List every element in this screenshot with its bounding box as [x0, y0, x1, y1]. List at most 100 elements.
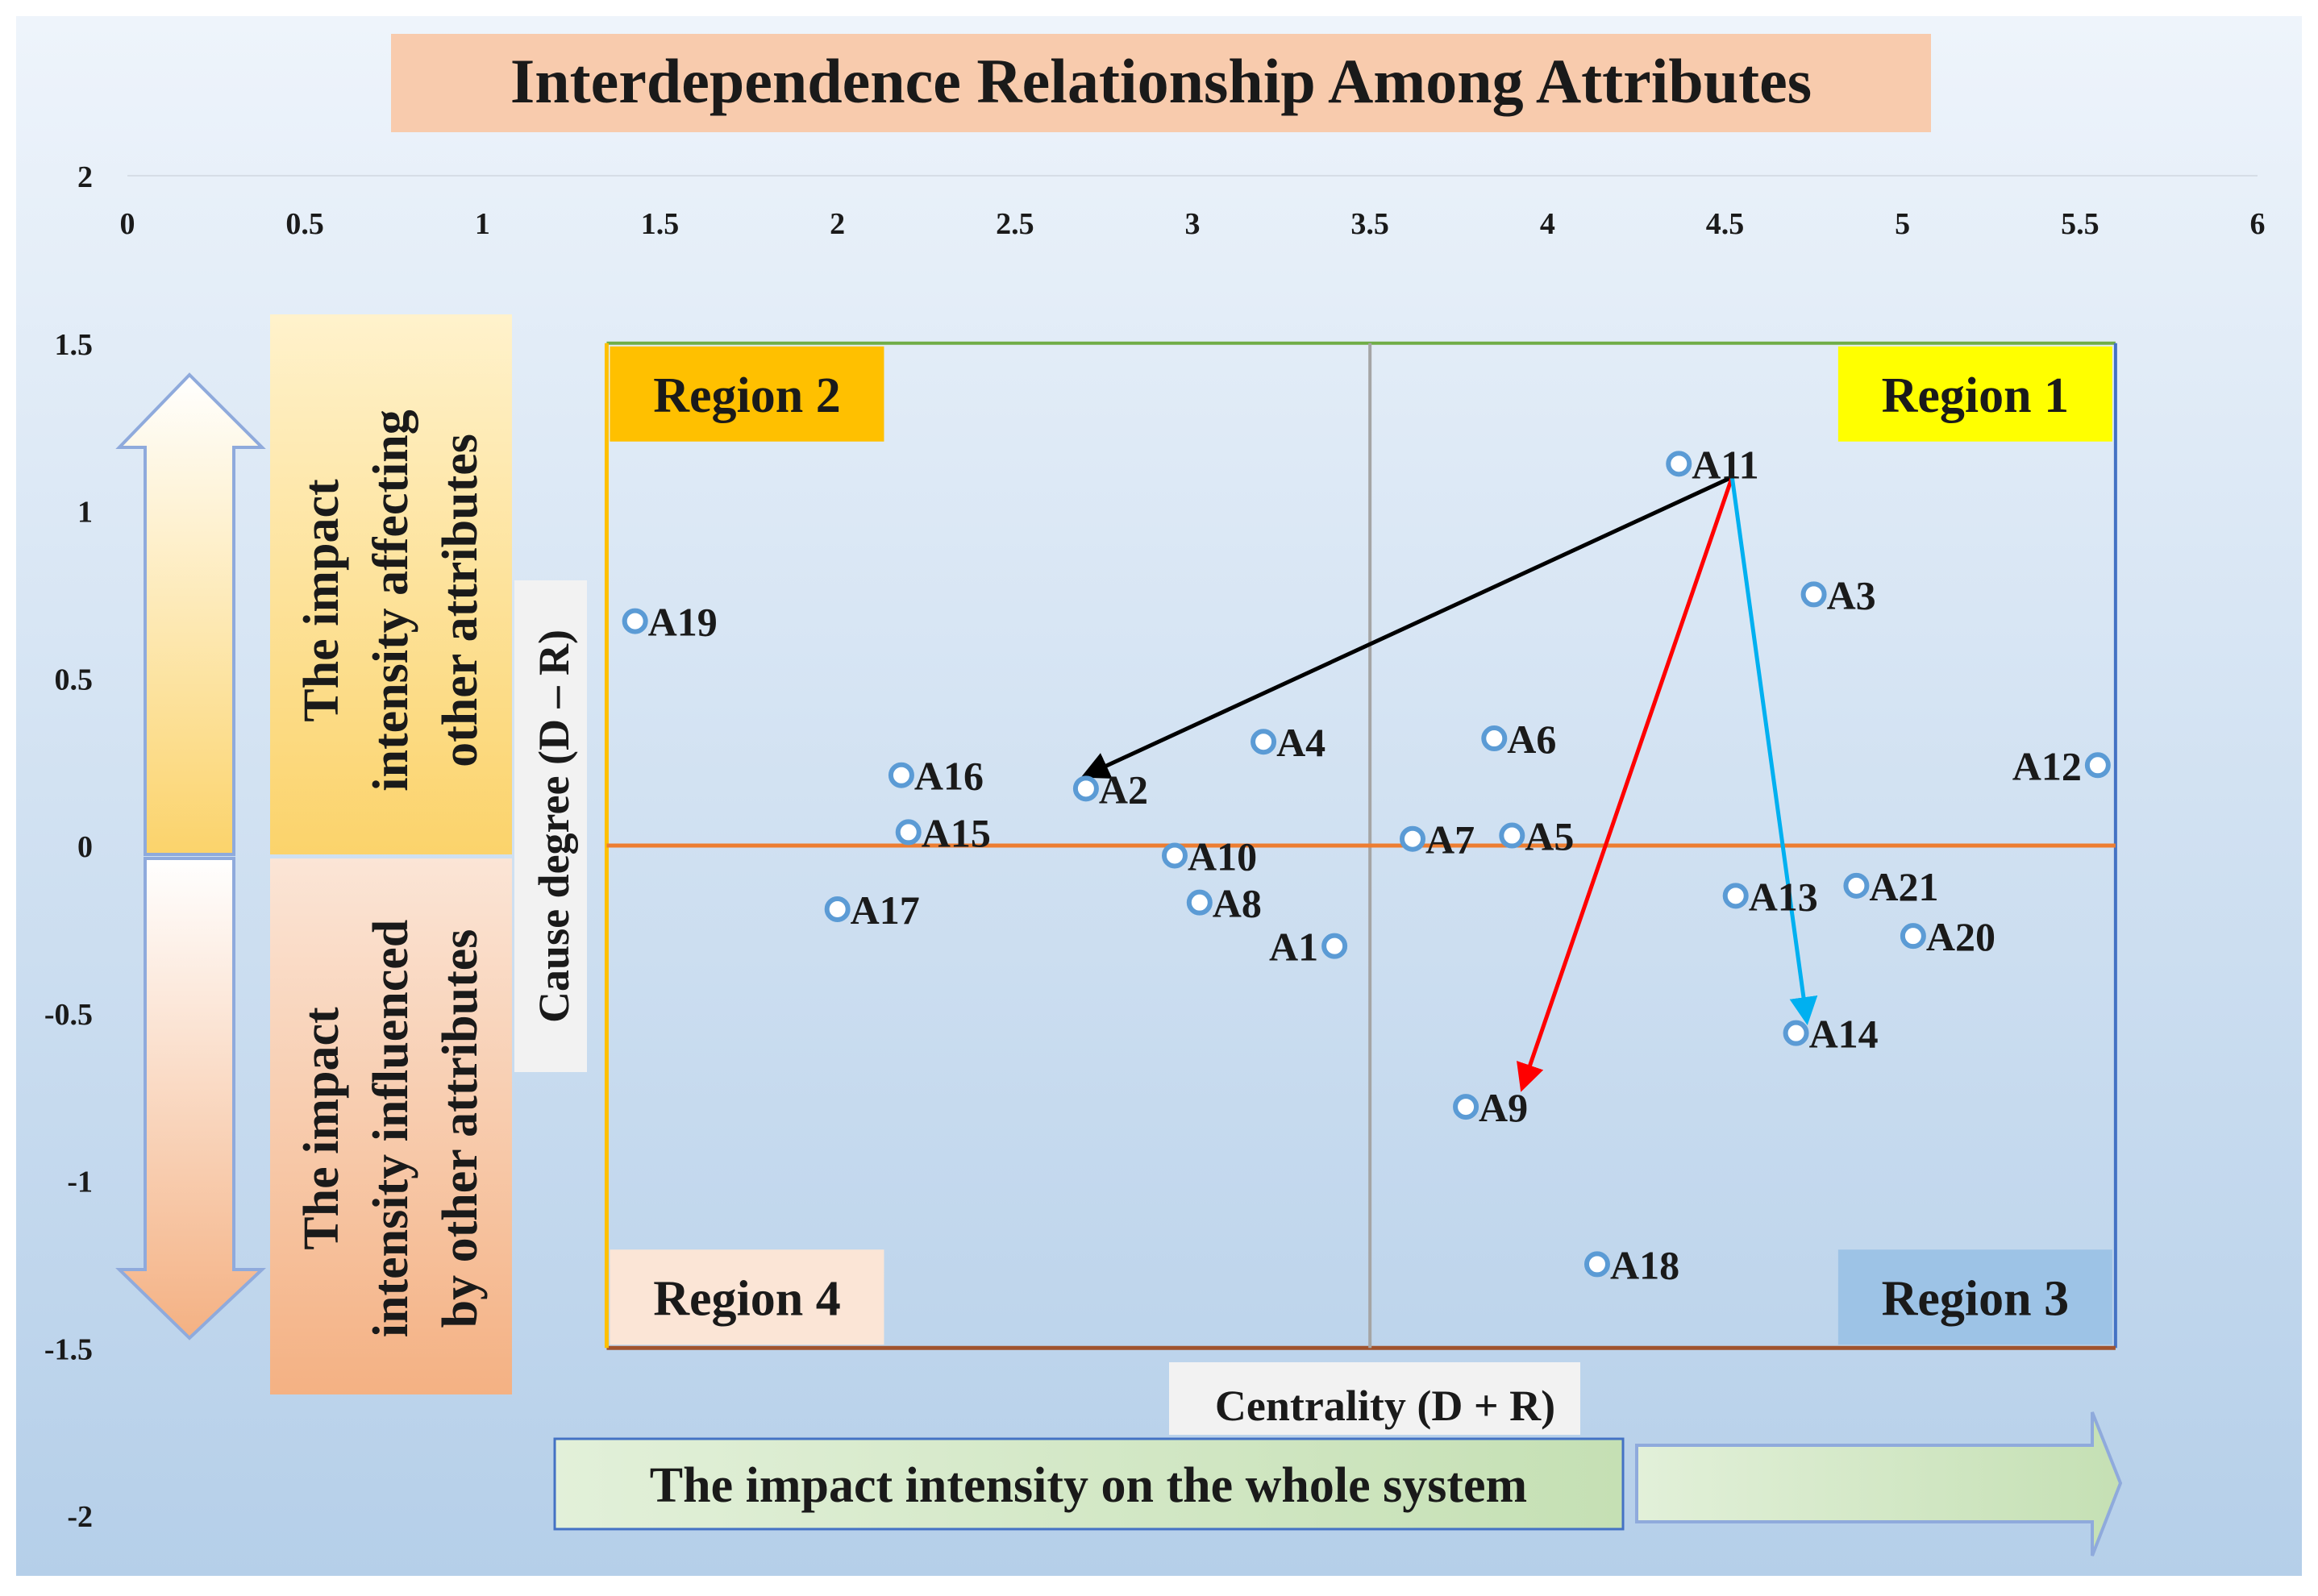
- data-point: [1453, 1094, 1479, 1120]
- x-tick-label: 5: [1895, 207, 1910, 241]
- relationship-arrow: [1729, 476, 1818, 1025]
- annotation-line: The impact: [294, 479, 349, 722]
- x-axis-label: Centrality (D + R): [1215, 1382, 1555, 1430]
- data-point: [1800, 581, 1827, 608]
- data-points: A1 A2 A3 A4 A5 A6 A7 A8 A9 A10 A11 A12 A13 A14 A15 A16 A…: [622, 442, 2111, 1287]
- x-tick-label: 3: [1185, 207, 1201, 241]
- point-label: A21: [1869, 864, 1938, 909]
- point-label: A15: [922, 810, 991, 855]
- data-point: [1481, 725, 1508, 752]
- data-point: [1666, 451, 1692, 477]
- data-point: [1722, 883, 1749, 909]
- point-label: A8: [1213, 881, 1262, 926]
- up-annotation-text: The impact intensity affecting other attri…: [294, 409, 488, 792]
- region-box: [610, 346, 884, 442]
- point-label: A3: [1827, 572, 1876, 617]
- annotation-line: The impact: [294, 1007, 349, 1250]
- data-point: [622, 608, 648, 634]
- x-tick-label: 1: [475, 207, 490, 241]
- y-tick-label: -1.5: [44, 1332, 93, 1366]
- x-tick-label: 5.5: [2061, 207, 2100, 241]
- point-label: A7: [1425, 817, 1475, 862]
- down-arrow-icon: [115, 857, 267, 1340]
- data-point: [888, 762, 914, 788]
- x-tick-label: 0: [120, 207, 135, 241]
- data-point: [1583, 1251, 1610, 1278]
- up-arrow-icon: [115, 372, 266, 856]
- point-label: A17: [851, 887, 920, 933]
- data-point: [1900, 923, 1926, 950]
- region-box: [1837, 1249, 2112, 1345]
- title-box: [391, 34, 1931, 132]
- y-tick-label: 1.5: [55, 328, 94, 362]
- point-label: A5: [1525, 814, 1574, 859]
- point-label: A16: [914, 754, 984, 799]
- x-tick-labels: 0 0.5 1 1.5 2 2.5 3 3.5 4 4.5 5 5.5 6: [120, 207, 2266, 241]
- region-box: [1837, 346, 2112, 442]
- y-tick-label: -1: [67, 1166, 93, 1199]
- region-label: Region 4: [653, 1271, 841, 1326]
- region-label: Region 2: [653, 368, 841, 423]
- x-tick-label: 4.5: [1706, 207, 1745, 241]
- region-label: Region 3: [1882, 1271, 2070, 1326]
- x-tick-label: 6: [2250, 207, 2266, 241]
- system-impact-text: The impact intensity on the whole system: [650, 1458, 1527, 1513]
- point-label: A4: [1276, 720, 1325, 765]
- x-tick-label: 1.5: [641, 207, 680, 241]
- point-label: A6: [1507, 717, 1556, 762]
- annotation-line: other attributes: [433, 434, 488, 767]
- y-tick-label: 0.5: [55, 663, 94, 696]
- relationship-arrows: [1080, 475, 1818, 1092]
- relationship-arrow: [1080, 475, 1733, 779]
- data-point: [1400, 825, 1426, 852]
- up-annotation-box: [270, 314, 512, 854]
- annotation-line: intensity influenced: [364, 920, 418, 1337]
- data-point: [824, 896, 851, 922]
- y-tick-label: 2: [77, 160, 93, 194]
- point-label: A20: [1926, 914, 1995, 959]
- data-point: [1072, 775, 1099, 802]
- point-label: A13: [1749, 874, 1818, 919]
- down-annotation-box: [270, 858, 512, 1394]
- point-label: A11: [1692, 442, 1758, 487]
- data-point: [1321, 933, 1348, 959]
- system-impact-box: [553, 1437, 1625, 1531]
- data-point: [1186, 889, 1213, 916]
- chart-title: Interdependence Relationship Among Attri…: [510, 46, 1812, 116]
- data-point: [895, 819, 922, 846]
- x-label-box: [1169, 1362, 1580, 1435]
- right-arrow-icon: [1635, 1411, 2123, 1557]
- point-label: A14: [1809, 1012, 1879, 1057]
- x-tick-label: 4: [1540, 207, 1555, 241]
- point-label: A12: [2012, 743, 2082, 788]
- data-point: [1251, 729, 1277, 755]
- annotation-line: intensity affecting: [364, 409, 418, 792]
- y-tick-label: 1: [77, 496, 93, 530]
- y-tick-label: -0.5: [44, 998, 93, 1032]
- x-tick-label: 0.5: [285, 207, 324, 241]
- data-point: [1783, 1020, 1809, 1046]
- point-label: A18: [1610, 1242, 1679, 1287]
- annotation-line: by other attributes: [433, 929, 488, 1328]
- data-point: [1843, 872, 1870, 899]
- y-tick-label: -2: [67, 1500, 93, 1534]
- region-label: Region 1: [1882, 368, 2070, 423]
- down-annotation-text: The impact intensity influenced by other a…: [294, 920, 488, 1337]
- region-labels: Region 1 Region 2 Region 3 Region 4: [610, 346, 2112, 1345]
- data-point: [1161, 842, 1188, 869]
- point-label: A2: [1099, 767, 1148, 812]
- y-label-box: [514, 580, 587, 1072]
- y-tick-labels: 2 1.5 1 0.5 0 -0.5 -1 -1.5 -2: [44, 160, 93, 1534]
- point-label: A1: [1269, 925, 1318, 970]
- point-label: A19: [648, 600, 718, 645]
- point-label: A9: [1479, 1085, 1528, 1130]
- x-tick-label: 2: [830, 207, 845, 241]
- plot-frame: [604, 341, 2117, 1350]
- y-tick-label: 0: [77, 830, 93, 864]
- point-label: A10: [1188, 833, 1257, 879]
- data-point: [1499, 822, 1525, 849]
- x-tick-label: 2.5: [996, 207, 1034, 241]
- relationship-arrow: [1517, 476, 1734, 1092]
